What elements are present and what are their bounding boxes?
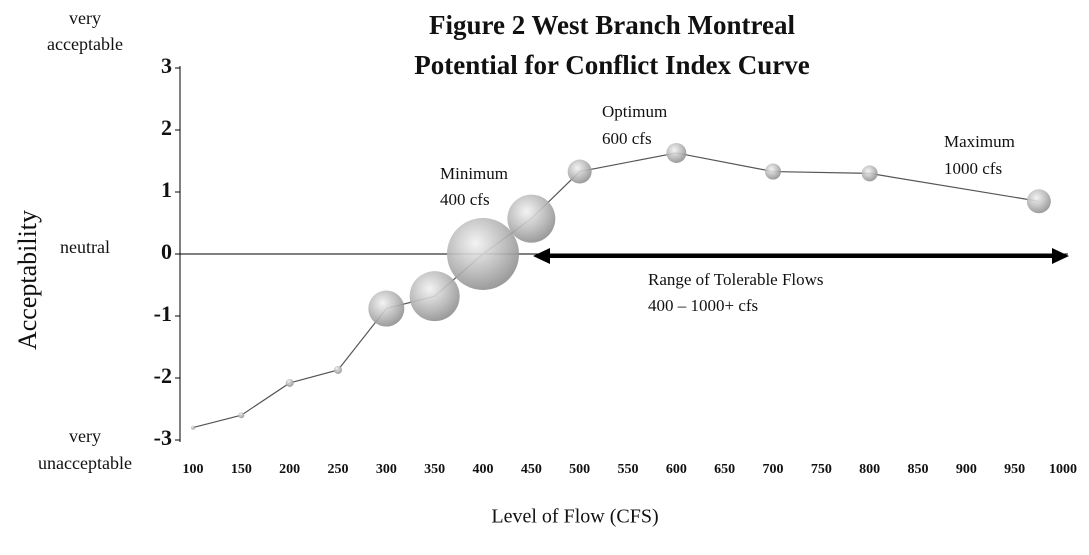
x-tick-label: 400 [473,462,494,477]
x-tick-label: 650 [714,462,735,477]
y-tick-label: 2 [161,115,172,140]
x-tick-label: 450 [521,462,542,477]
x-tick-label: 500 [569,462,590,477]
x-tick-label: 800 [859,462,880,477]
chart-title: Figure 2 West Branch Montreal [429,10,795,40]
y-tick-label: 3 [161,53,172,78]
side-label: very [69,8,101,28]
y-tick-label: 1 [161,177,172,202]
bubble [191,425,195,430]
bubble [1026,189,1051,214]
x-tick-label: 100 [183,462,204,477]
x-tick-label: 900 [956,462,977,477]
bubble [861,165,878,182]
bubble [334,365,342,374]
x-tick-label: 600 [666,462,687,477]
x-tick-label: 950 [1004,462,1025,477]
annotation: 600 cfs [602,129,652,148]
annotation: 400 – 1000+ cfs [648,296,758,315]
x-tick-label: 700 [763,462,784,477]
x-axis-title: Level of Flow (CFS) [491,506,658,528]
x-tick-label: 250 [328,462,349,477]
bubble [507,194,556,243]
x-tick-label: 300 [376,462,397,477]
annotation: Maximum [944,132,1015,151]
arrow-head [1052,248,1069,264]
bubble [238,412,245,419]
annotation: Optimum [602,102,667,121]
line [192,152,1039,429]
side-label: acceptable [47,34,123,54]
bubble [567,159,592,184]
bubble [447,218,519,290]
x-tick-label: 150 [231,462,252,477]
y-tick-label: -3 [154,425,172,450]
side-label: very [69,426,101,446]
bubble [666,142,687,163]
side-label: neutral [60,237,110,257]
y-axis-title: Acceptability [13,210,42,350]
x-tick-label: 750 [811,462,832,477]
annotation: Range of Tolerable Flows [648,270,824,289]
bubble [285,378,294,387]
x-tick-label: 1000 [1049,462,1077,477]
bubble [368,290,405,327]
annotation: Minimum [440,164,508,183]
x-tick-label: 850 [908,462,929,477]
y-tick-label: -1 [154,301,172,326]
chart-title: Potential for Conflict Index Curve [414,50,809,80]
annotation: 400 cfs [440,190,490,209]
x-tick-label: 550 [618,462,639,477]
arrow-head [533,248,550,264]
bubble [765,163,781,180]
y-tick-label: 0 [161,239,172,264]
bubble [409,271,460,322]
x-tick-label: 350 [424,462,445,477]
side-label: unacceptable [38,453,132,473]
annotation: 1000 cfs [944,159,1002,178]
x-tick-label: 200 [279,462,300,477]
y-tick-label: -2 [154,363,172,388]
